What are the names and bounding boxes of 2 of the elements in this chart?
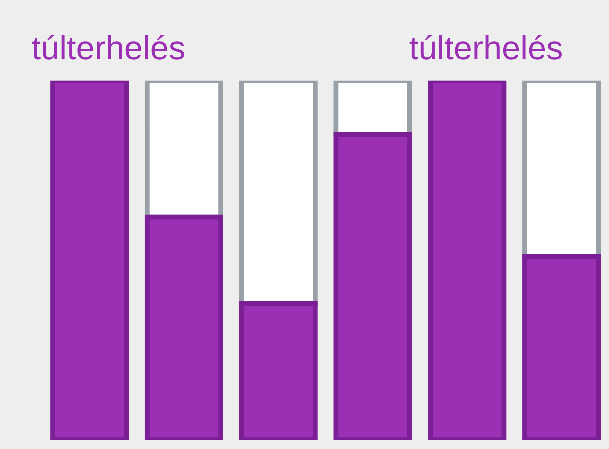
- text: túlterhelés: [32, 34, 184, 60]
- text: túlterhelés: [410, 34, 562, 60]
